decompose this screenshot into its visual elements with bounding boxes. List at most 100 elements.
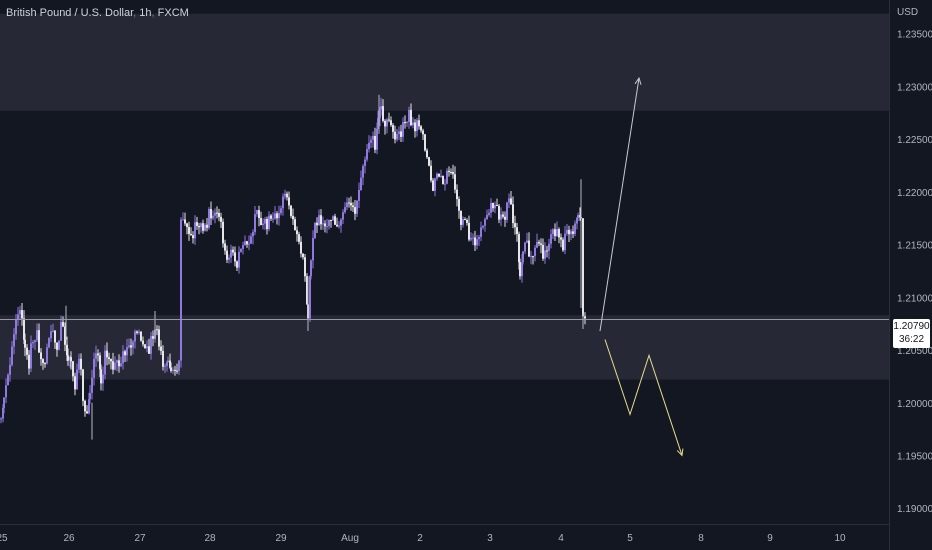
candle [200, 222, 202, 233]
candle [54, 330, 56, 350]
bearish-projection-line[interactable] [604, 339, 683, 456]
time-tick-label: 8 [698, 533, 704, 544]
candle [126, 338, 128, 362]
projection-arrows [599, 76, 684, 457]
candle [414, 119, 416, 138]
candle [19, 305, 21, 320]
candle [380, 97, 382, 116]
price-tick-label: 1.23000 [897, 82, 932, 93]
candle [124, 349, 126, 362]
candle [284, 189, 286, 200]
time-axis[interactable]: 25 26 27 28 29 Aug 2 3 4 5 8 9 10 [0, 533, 846, 544]
candle [254, 205, 256, 236]
candle [118, 354, 120, 373]
candle [167, 356, 169, 363]
price-zone-1 [0, 13, 889, 111]
candle [148, 338, 150, 354]
time-tick-label: 5 [627, 533, 633, 544]
candle [42, 358, 44, 370]
candle [340, 217, 342, 233]
candle [122, 345, 124, 370]
price-axis[interactable]: 1.23500 1.23000 1.22500 1.22000 1.21500 1.210… [897, 30, 932, 515]
time-tick-label: 9 [767, 533, 773, 544]
candle [274, 205, 276, 220]
candle [67, 348, 69, 366]
candle [316, 217, 318, 233]
candle [144, 344, 146, 349]
candle [542, 238, 544, 261]
candle [152, 330, 154, 347]
candle [110, 358, 112, 370]
candle [116, 359, 118, 372]
candle [456, 184, 458, 207]
candle [450, 168, 452, 175]
candle [246, 240, 248, 248]
candle [312, 230, 314, 269]
candle [214, 208, 216, 224]
candle [582, 218, 584, 320]
candle [7, 373, 9, 386]
price-tick-label: 1.20000 [897, 399, 932, 410]
candle [379, 107, 381, 127]
candle [48, 337, 50, 349]
candle [80, 353, 82, 376]
candle [120, 356, 122, 368]
candle [166, 360, 168, 372]
candle [310, 259, 312, 280]
candle [504, 211, 506, 227]
candle [384, 119, 386, 135]
candle [70, 351, 72, 370]
candle [466, 218, 468, 226]
candle [202, 219, 204, 234]
candle [3, 397, 5, 414]
candle [62, 316, 64, 328]
candle [142, 336, 144, 347]
candle [292, 208, 294, 226]
time-tick-label: 28 [204, 533, 216, 544]
candle [334, 213, 336, 225]
candle [146, 340, 148, 353]
candle [577, 212, 579, 221]
candle [24, 333, 26, 357]
candle [158, 325, 160, 351]
candle [386, 117, 388, 134]
candle [364, 156, 366, 174]
time-tick-label: 27 [134, 533, 146, 544]
candle [392, 122, 394, 139]
currency-label[interactable]: USD [897, 7, 919, 18]
candle [236, 260, 238, 272]
bullish-arrowhead [634, 76, 642, 85]
candle [320, 209, 322, 230]
candle [440, 169, 442, 178]
candle [52, 323, 54, 333]
candle [112, 352, 114, 375]
candle [408, 106, 410, 129]
time-tick-label: 3 [487, 533, 493, 544]
candle [242, 241, 244, 255]
candle [400, 124, 402, 143]
candle [184, 212, 186, 226]
candle [404, 115, 406, 129]
candle [156, 325, 158, 336]
candle [204, 222, 206, 232]
candle [514, 215, 516, 235]
candle [458, 196, 460, 219]
time-tick-label: 4 [558, 533, 564, 544]
candle [432, 178, 434, 192]
candle [238, 246, 240, 274]
candle [84, 399, 86, 417]
candle [276, 211, 278, 225]
interval-label[interactable]: 1h [139, 7, 152, 19]
candle [318, 209, 320, 226]
candle [250, 233, 252, 245]
candle [330, 219, 332, 228]
candle [332, 215, 334, 221]
candle [326, 218, 328, 234]
price-tick-label: 1.20500 [897, 346, 932, 357]
bullish-projection-line[interactable] [599, 77, 640, 332]
candle [496, 198, 498, 207]
candle [478, 234, 480, 246]
candle [286, 191, 288, 201]
candle [182, 212, 184, 221]
